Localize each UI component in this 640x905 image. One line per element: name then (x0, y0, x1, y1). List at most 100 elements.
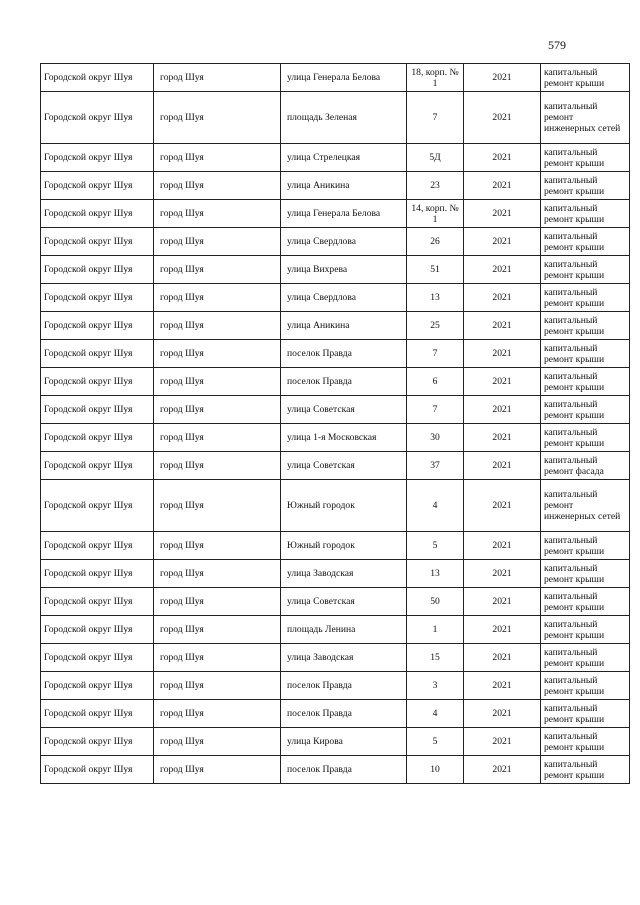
house-number-cell: 7 (406, 91, 464, 144)
table-row: Городской округ Шуя город Шуя улица Заводс… (40, 559, 630, 588)
street-cell: улица Советская (280, 451, 407, 480)
table-row: Городской округ Шуя город Шуя улица Генера… (40, 199, 630, 228)
district-cell: Городской округ Шуя (40, 171, 154, 200)
work-type-cell: капитальный ремонт крыши (540, 423, 630, 452)
house-number-cell: 25 (406, 311, 464, 340)
table-row: Городской округ Шуя город Шуя улица Свердл… (40, 283, 630, 312)
district-cell: Городской округ Шуя (40, 143, 154, 172)
city-cell: город Шуя (153, 63, 281, 92)
work-type-cell: капитальный ремонт крыши (540, 727, 630, 756)
table-row: Городской округ Шуя город Шуя улица Вихрев… (40, 255, 630, 284)
year-cell: 2021 (463, 395, 541, 424)
house-number-cell: 51 (406, 255, 464, 284)
street-cell: поселок Правда (280, 339, 407, 368)
house-number-cell: 18, корп. № 1 (406, 63, 464, 92)
district-cell: Городской округ Шуя (40, 339, 154, 368)
house-number-cell: 10 (406, 755, 464, 784)
street-cell: поселок Правда (280, 671, 407, 700)
city-cell: город Шуя (153, 339, 281, 368)
table-row: Городской округ Шуя город Шуя улица Заводс… (40, 643, 630, 672)
street-cell: улица Вихрева (280, 255, 407, 284)
street-cell: улица Свердлова (280, 283, 407, 312)
work-type-cell: капитальный ремонт инженерных сетей (540, 479, 630, 532)
city-cell: город Шуя (153, 643, 281, 672)
year-cell: 2021 (463, 479, 541, 532)
district-cell: Городской округ Шуя (40, 255, 154, 284)
table-row: Городской округ Шуя город Шуя поселок Прав… (40, 699, 630, 728)
house-number-cell: 1 (406, 615, 464, 644)
district-cell: Городской округ Шуя (40, 671, 154, 700)
year-cell: 2021 (463, 171, 541, 200)
street-cell: улица Кирова (280, 727, 407, 756)
work-type-cell: капитальный ремонт крыши (540, 395, 630, 424)
city-cell: город Шуя (153, 699, 281, 728)
year-cell: 2021 (463, 531, 541, 560)
table-row: Городской округ Шуя город Шуя улица 1-я Мо… (40, 423, 630, 452)
street-cell: улица Свердлова (280, 227, 407, 256)
district-cell: Городской округ Шуя (40, 531, 154, 560)
house-number-cell: 13 (406, 559, 464, 588)
table-row: Городской округ Шуя город Шуя площадь Лени… (40, 615, 630, 644)
table-row: Городской округ Шуя город Шуя улица Генера… (40, 63, 630, 92)
city-cell: город Шуя (153, 531, 281, 560)
city-cell: город Шуя (153, 671, 281, 700)
year-cell: 2021 (463, 615, 541, 644)
district-cell: Городской округ Шуя (40, 91, 154, 144)
city-cell: город Шуя (153, 283, 281, 312)
work-type-cell: капитальный ремонт крыши (540, 311, 630, 340)
street-cell: улица Советская (280, 587, 407, 616)
district-cell: Городской округ Шуя (40, 311, 154, 340)
house-number-cell: 6 (406, 367, 464, 396)
street-cell: площадь Зеленая (280, 91, 407, 144)
work-type-cell: капитальный ремонт крыши (540, 63, 630, 92)
year-cell: 2021 (463, 671, 541, 700)
year-cell: 2021 (463, 587, 541, 616)
city-cell: город Шуя (153, 727, 281, 756)
work-type-cell: капитальный ремонт крыши (540, 143, 630, 172)
house-number-cell: 4 (406, 699, 464, 728)
work-type-cell: капитальный ремонт крыши (540, 227, 630, 256)
street-cell: Южный городок (280, 531, 407, 560)
work-type-cell: капитальный ремонт крыши (540, 171, 630, 200)
work-type-cell: капитальный ремонт инженерных сетей (540, 91, 630, 144)
city-cell: город Шуя (153, 91, 281, 144)
street-cell: Южный городок (280, 479, 407, 532)
work-type-cell: капитальный ремонт крыши (540, 615, 630, 644)
district-cell: Городской округ Шуя (40, 367, 154, 396)
year-cell: 2021 (463, 311, 541, 340)
table-row: Городской округ Шуя город Шуя поселок Прав… (40, 671, 630, 700)
house-number-cell: 4 (406, 479, 464, 532)
house-number-cell: 5Д (406, 143, 464, 172)
district-cell: Городской округ Шуя (40, 755, 154, 784)
house-number-cell: 30 (406, 423, 464, 452)
street-cell: площадь Ленина (280, 615, 407, 644)
city-cell: город Шуя (153, 255, 281, 284)
table-row: Городской округ Шуя город Шуя улица Кирова… (40, 727, 630, 756)
street-cell: поселок Правда (280, 699, 407, 728)
city-cell: город Шуя (153, 311, 281, 340)
table-row: Городской округ Шуя город Шуя улица Советс… (40, 395, 630, 424)
district-cell: Городской округ Шуя (40, 423, 154, 452)
street-cell: улица Заводская (280, 559, 407, 588)
work-type-cell: капитальный ремонт крыши (540, 671, 630, 700)
house-number-cell: 50 (406, 587, 464, 616)
work-type-cell: капитальный ремонт крыши (540, 587, 630, 616)
work-type-cell: капитальный ремонт крыши (540, 755, 630, 784)
year-cell: 2021 (463, 255, 541, 284)
district-cell: Городской округ Шуя (40, 727, 154, 756)
year-cell: 2021 (463, 91, 541, 144)
year-cell: 2021 (463, 283, 541, 312)
year-cell: 2021 (463, 755, 541, 784)
year-cell: 2021 (463, 699, 541, 728)
street-cell: улица Советская (280, 395, 407, 424)
year-cell: 2021 (463, 227, 541, 256)
year-cell: 2021 (463, 63, 541, 92)
house-number-cell: 7 (406, 395, 464, 424)
district-cell: Городской округ Шуя (40, 643, 154, 672)
district-cell: Городской округ Шуя (40, 395, 154, 424)
year-cell: 2021 (463, 727, 541, 756)
work-type-cell: капитальный ремонт крыши (540, 699, 630, 728)
district-cell: Городской округ Шуя (40, 283, 154, 312)
city-cell: город Шуя (153, 423, 281, 452)
house-number-cell: 26 (406, 227, 464, 256)
